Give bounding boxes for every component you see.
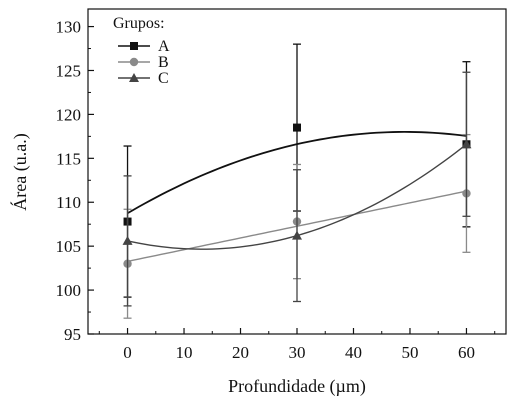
x-tick-label: 50 (401, 343, 418, 362)
data-point (292, 230, 302, 240)
data-point (122, 235, 133, 245)
legend-marker (129, 57, 139, 67)
y-tick-label: 120 (56, 105, 82, 124)
legend: Grupos: ABC (113, 15, 170, 87)
y-tick-label: 110 (56, 193, 81, 212)
legend-item-B: B (118, 54, 169, 71)
y-tick-label: 100 (56, 281, 82, 300)
y-tick-label: 115 (56, 149, 81, 168)
legend-items: ABC (118, 38, 170, 87)
data-point (461, 139, 472, 149)
legend-marker (130, 42, 138, 50)
legend-item-A: A (118, 38, 170, 55)
legend-label: B (158, 54, 169, 71)
x-tick-label: 0 (123, 343, 132, 362)
x-tick-label: 40 (345, 343, 362, 362)
legend-label: C (158, 70, 169, 87)
legend-marker (129, 73, 139, 82)
x-axis: 0 10 20 30 40 50 60 (98, 328, 496, 362)
x-tick-label: 20 (232, 343, 249, 362)
y-axis-title: Área (u.a.) (9, 133, 31, 210)
legend-item-C: C (118, 70, 169, 87)
x-tick-label: 30 (289, 343, 306, 362)
x-tick-label: 60 (458, 343, 475, 362)
y-tick-label: 95 (64, 325, 81, 344)
series-layer (122, 43, 472, 319)
legend-title: Grupos: (113, 15, 165, 32)
legend-label: A (158, 38, 170, 55)
data-point (293, 123, 301, 132)
y-axis: 95 100 105 110 115 120 125 130 (56, 18, 94, 344)
y-tick-label: 130 (56, 18, 82, 37)
x-axis-title: Profundidade (µm) (228, 376, 366, 397)
series-C (122, 71, 472, 307)
x-tick-label: 10 (176, 343, 193, 362)
y-tick-label: 105 (56, 237, 82, 256)
y-tick-label: 125 (56, 61, 82, 80)
